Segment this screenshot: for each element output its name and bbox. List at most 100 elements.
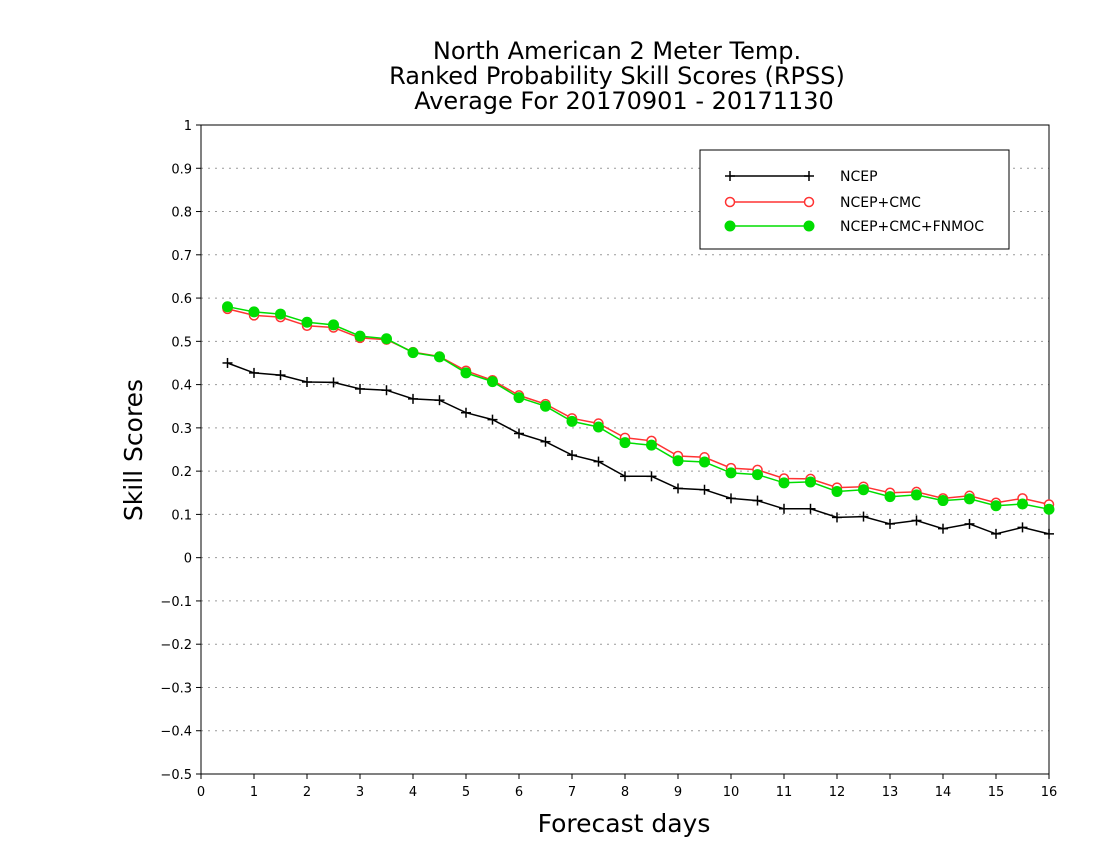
data-point [355,383,365,394]
data-point [805,476,816,488]
data-point [726,493,736,504]
data-point [858,511,869,522]
data-point [619,437,631,449]
series-line-ncep [227,362,1050,535]
data-point [752,469,763,481]
data-point [275,370,286,381]
x-tick-label: 7 [568,785,576,800]
data-point [460,367,472,379]
x-tick-label: 3 [356,785,364,800]
data-point [990,500,1002,512]
data-point [461,407,471,418]
data-point [328,377,339,388]
data-point [937,495,949,507]
legend-label: NCEP+CMC [840,195,921,211]
legend-item-ncep-cmc-fnmoc: NCEP+CMC+FNMOC [724,219,984,235]
data-point [620,471,630,482]
x-tick-label: 5 [462,785,470,800]
data-point [1017,522,1028,533]
x-tick-label: 6 [515,785,523,800]
data-point [858,484,869,496]
y-tick-label: −0.1 [160,595,192,610]
data-point [964,493,975,505]
data-point [540,436,551,447]
data-point [778,477,790,489]
data-point [567,450,577,461]
data-point [725,467,737,479]
data-point [487,376,498,388]
x-tick-label: 12 [829,785,846,800]
data-point [248,306,260,318]
title-line-2: Ranked Probability Skill Scores (RPSS) [389,62,845,90]
series-lines [222,301,1055,539]
data-point [275,308,286,320]
legend-marker [725,171,735,181]
y-tick-label: 0.1 [171,508,192,523]
x-tick-label: 1 [250,785,258,800]
data-point [301,316,313,328]
legend-marker [724,196,736,208]
x-tick-label: 2 [303,785,311,800]
legend-label: NCEP+CMC+FNMOC [840,219,984,235]
y-tick-label: −0.2 [160,638,192,653]
y-tick-label: −0.5 [160,768,192,783]
data-point [407,347,419,359]
data-point [381,333,392,345]
title-line-1: North American 2 Meter Temp. [433,37,801,65]
data-point [381,385,392,396]
x-tick-label: 15 [988,785,1005,800]
y-tick-label: 0.2 [171,465,192,480]
data-point [646,471,657,482]
legend-marker [803,220,815,232]
y-tick-label: −0.4 [160,725,192,740]
data-point [566,415,578,427]
data-point [938,523,948,534]
data-point [805,503,816,514]
data-point [302,377,312,388]
y-tick-label: 0.7 [171,249,192,264]
chart-title: North American 2 Meter Temp. Ranked Prob… [389,37,845,115]
data-point [699,484,710,495]
title-line-3: Average For 20170901 - 20171130 [414,87,834,115]
series-line-ncep-cmc-fnmoc [227,305,1050,510]
x-tick-label: 9 [674,785,682,800]
legend-box [699,149,1010,250]
data-point [487,414,498,425]
data-point [1017,498,1028,510]
data-point [1044,528,1054,539]
legend-label: NCEP [840,169,878,185]
y-tick-label: 1 [184,119,192,134]
data-point [832,512,842,523]
data-point [222,301,233,313]
data-point [408,393,418,404]
data-point [884,491,896,503]
data-point [885,518,895,529]
data-point [911,515,922,526]
data-point [1043,503,1055,515]
x-tick-label: 16 [1041,785,1058,800]
x-tick-label: 4 [409,785,417,800]
data-point [354,330,366,342]
y-tick-label: −0.3 [160,681,192,696]
data-point [434,351,445,363]
x-tick-label: 14 [935,785,952,800]
y-tick-label: 0.9 [171,162,192,177]
x-axis-title: Forecast days [538,809,711,838]
y-tick-label: 0 [184,552,192,567]
x-tick-label: 11 [776,785,793,800]
data-point [964,518,975,529]
data-point [779,503,789,514]
data-point [752,495,763,506]
series-ncep [222,357,1054,539]
legend-item-ncep: NCEP [725,169,878,185]
y-tick-label: 0.8 [171,206,192,221]
data-point [593,456,604,467]
series-ncep-cmc [222,303,1055,510]
legend-marker [803,196,815,208]
data-point [593,421,604,433]
data-point [222,357,233,368]
y-axis-ticks: 1 0.9 0.8 0.7 0.6 0.5 0.4 0.3 0.2 0.1 0 −0.1 −0.2 −0.… [160,119,201,783]
y-tick-label: 0.3 [171,422,192,437]
data-point [991,528,1001,539]
legend: NCEP NCEP+CMC NCEP+CMC+FNMOC [699,149,1010,250]
